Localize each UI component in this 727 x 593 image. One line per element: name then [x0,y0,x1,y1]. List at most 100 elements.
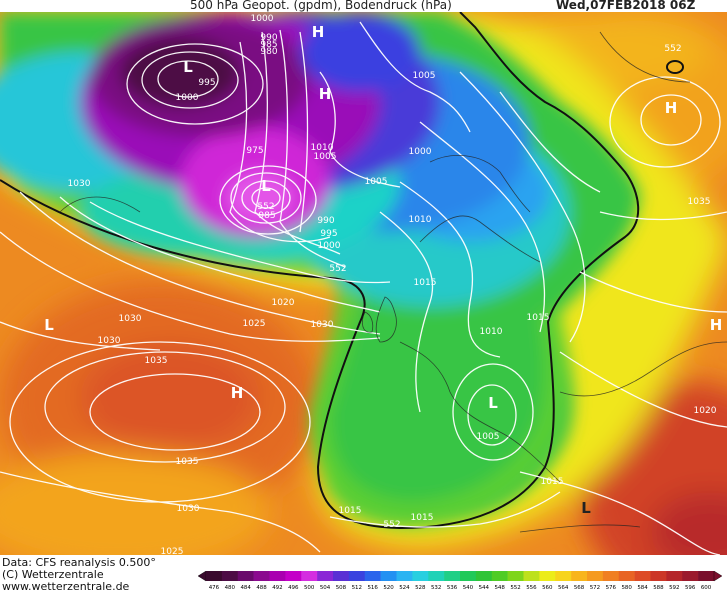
scale-tick-label: 508 [336,585,347,591]
isobar-label: 1000 [176,93,199,103]
isobar-label: 980 [260,47,277,57]
isobar-label: 1035 [145,356,168,366]
scale-tick-label: 496 [288,585,299,591]
scale-swatch [602,571,620,581]
isobar-label: 1015 [339,506,362,516]
isobar-label: 1015 [411,513,434,523]
scale-tick-label: 548 [494,585,505,591]
scale-swatch [253,571,270,581]
scale-swatch [523,571,540,581]
scale-tick-label: 572 [590,585,601,591]
scale-swatch [571,571,588,581]
scale-tick-label: 600 [701,585,712,591]
isobar-label: 1010 [409,215,432,225]
scale-swatch [460,571,477,581]
pressure-center-high: H [710,316,723,334]
scale-swatch [587,571,604,581]
scale-tick-label: 532 [431,585,442,591]
scale-tick-label: 528 [415,585,426,591]
isobar-label: 1025 [161,547,184,555]
scale-swatch [333,571,350,581]
scale-tick-label: 556 [526,585,537,591]
isobar-label: 1015 [541,477,564,487]
scale-swatch [682,571,699,581]
isobar-label: 1030 [68,179,91,189]
isobar-label: 1025 [243,319,266,329]
scale-swatch [206,571,223,581]
isobar-label: 985 [258,211,275,221]
isobar-label: 1010 [480,327,503,337]
scale-tick-label: 480 [225,585,236,591]
pressure-centers: L L H H H L H L L H [44,23,722,517]
header-date: Wed,07FEB2018 06Z [556,0,696,12]
geopotential-label: 552 [383,520,400,530]
scale-tick-label: 504 [320,585,331,591]
isobar-label: 1035 [176,457,199,467]
pressure-center-low: L [581,499,591,517]
scale-arrow-right [713,571,722,582]
isobar-label: 975 [246,146,263,156]
scale-tick-label: 488 [256,585,267,591]
scale-tick-label: 596 [685,585,696,591]
scale-tick-label: 484 [240,585,251,591]
scale-tick-label: 524 [399,585,410,591]
scale-swatch [555,571,572,581]
isobar-label: 995 [320,229,337,239]
pressure-center-low: L [261,177,271,195]
isobars [0,21,727,555]
scale-swatch [396,571,413,581]
scale-swatch [237,571,254,581]
scale-swatch [475,571,493,581]
scale-swatch [634,571,651,581]
scale-swatch [650,571,667,581]
footer-website: www.wetterzentrale.de [2,580,130,593]
isobar-label: 985 [260,40,277,50]
coastlines [59,31,727,533]
scale-tick-label: 584 [637,585,648,591]
scale-tick-label: 568 [574,585,585,591]
pressure-center-low: L [183,58,193,76]
pressure-center-high: H [665,99,678,117]
isobar-label: 1005 [477,432,500,442]
scale-swatch [507,571,524,581]
scale-tick-label: 560 [542,585,553,591]
scale-swatch [301,571,318,581]
isobar-label: 1005 [413,71,436,81]
scale-swatch [364,571,381,581]
isobar-label: 1015 [527,313,550,323]
isobar-label: 1030 [177,504,200,514]
isobar-label: 1000 [318,241,341,251]
scale-swatch [444,571,461,581]
geopotential-field [0,12,727,555]
scale-tick-label: 516 [367,585,378,591]
header-title: 500 hPa Geopot. (gpdm), Bodendruck (hPa) [190,0,452,12]
scale-swatch [221,571,239,581]
isobar-label: 1015 [414,278,437,288]
pressure-center-low: L [44,316,54,334]
scale-tick-label: 492 [272,585,283,591]
isobar-label: 1030 [98,336,121,346]
footer-copyright: (C) Wetterzentrale [2,568,104,581]
isobar-label: 1020 [694,406,717,416]
geopotential-labels: 552 552 552 552 [257,44,681,530]
isobar-label: 1005 [314,152,337,162]
isobar-label: 1030 [311,320,334,330]
isobar-label: 1035 [688,197,711,207]
scale-tick-label: 576 [606,585,617,591]
scale-swatch [317,571,334,581]
scale-tick-label: 552 [510,585,521,591]
scale-tick-label: 500 [304,585,315,591]
isobar-label: 1000 [409,147,432,157]
scale-swatch [618,571,635,581]
geopotential-label: 552 [257,202,274,212]
isobar-label: 1030 [119,314,142,324]
scale-tick-label: 476 [209,585,220,591]
scale-tick-label: 564 [558,585,569,591]
isobar-label: 995 [198,78,215,88]
scale-arrow-left [198,571,207,582]
scale-swatch [491,571,508,581]
scale-tick-label: 580 [621,585,632,591]
pressure-center-high: H [312,23,325,41]
